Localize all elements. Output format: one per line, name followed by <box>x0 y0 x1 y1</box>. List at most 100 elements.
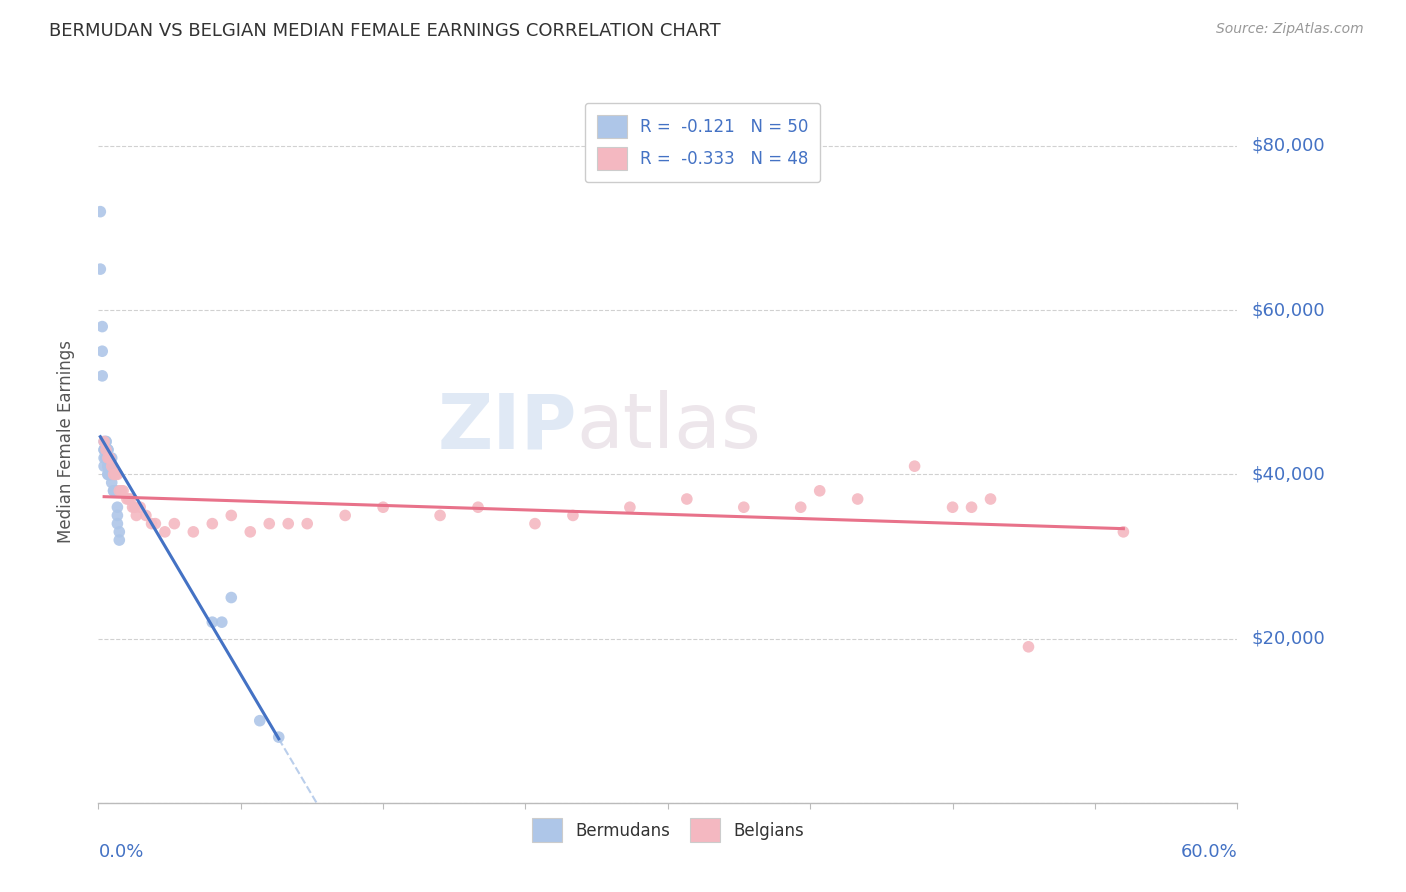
Text: Source: ZipAtlas.com: Source: ZipAtlas.com <box>1216 22 1364 37</box>
Text: $40,000: $40,000 <box>1251 466 1324 483</box>
Point <box>98 450 121 465</box>
Point <box>97 467 120 482</box>
Point <box>183 524 205 539</box>
Point <box>93 459 115 474</box>
Point <box>100 459 122 474</box>
Point <box>103 483 125 498</box>
Point <box>249 714 271 728</box>
Text: 0.0%: 0.0% <box>98 843 143 861</box>
Point <box>100 450 122 465</box>
Point <box>121 500 143 515</box>
Text: atlas: atlas <box>576 390 762 464</box>
Point <box>97 459 120 474</box>
Legend: Bermudans, Belgians: Bermudans, Belgians <box>524 812 811 848</box>
Point <box>94 442 117 457</box>
Point <box>201 615 224 630</box>
Point <box>297 516 319 531</box>
Point <box>107 500 129 515</box>
Point <box>108 524 131 539</box>
Point <box>267 730 290 744</box>
Point <box>124 500 146 515</box>
Point <box>112 483 135 498</box>
Point <box>733 500 755 515</box>
Point <box>97 450 120 465</box>
Point <box>221 508 243 523</box>
Text: $80,000: $80,000 <box>1251 137 1324 155</box>
Point <box>960 500 983 515</box>
Point <box>808 483 831 498</box>
Point <box>98 459 121 474</box>
Point <box>94 434 117 449</box>
Point <box>108 533 131 547</box>
Text: BERMUDAN VS BELGIAN MEDIAN FEMALE EARNINGS CORRELATION CHART: BERMUDAN VS BELGIAN MEDIAN FEMALE EARNIN… <box>49 22 721 40</box>
Point <box>135 508 157 523</box>
Point <box>107 516 129 531</box>
Point <box>91 368 114 383</box>
Point <box>108 483 131 498</box>
Point <box>97 450 120 465</box>
Point <box>201 516 224 531</box>
Point <box>141 516 163 531</box>
Point <box>524 516 547 531</box>
Point <box>100 467 122 482</box>
Point <box>153 524 176 539</box>
Point <box>239 524 262 539</box>
Point <box>98 467 121 482</box>
Point <box>129 500 152 515</box>
Point <box>94 442 117 457</box>
Point <box>97 442 120 457</box>
Point <box>429 508 451 523</box>
Point <box>93 442 115 457</box>
Point <box>93 434 115 449</box>
Point <box>97 450 120 465</box>
Point <box>163 516 186 531</box>
Point <box>94 434 117 449</box>
Point <box>259 516 281 531</box>
Point <box>91 344 114 359</box>
Point <box>211 615 233 630</box>
Point <box>467 500 489 515</box>
Point <box>103 467 125 482</box>
Point <box>100 475 122 490</box>
Point <box>104 467 127 482</box>
Point <box>93 434 115 449</box>
Point <box>91 319 114 334</box>
Point <box>89 262 111 277</box>
Point <box>103 483 125 498</box>
Point <box>277 516 299 531</box>
Point <box>104 483 127 498</box>
Point <box>94 442 117 457</box>
Point <box>1112 524 1135 539</box>
Text: $20,000: $20,000 <box>1251 630 1324 648</box>
Point <box>104 483 127 498</box>
Point <box>98 459 121 474</box>
Point <box>94 450 117 465</box>
Point <box>979 491 1001 506</box>
Point <box>107 467 129 482</box>
Point <box>1018 640 1040 654</box>
Point <box>115 491 138 506</box>
Point <box>942 500 965 515</box>
Point <box>676 491 699 506</box>
Point <box>221 591 243 605</box>
Point <box>125 508 148 523</box>
Point <box>562 508 585 523</box>
Point <box>94 450 117 465</box>
Point <box>120 491 142 506</box>
Point <box>118 491 141 506</box>
Point <box>335 508 357 523</box>
Point <box>93 450 115 465</box>
Point <box>790 500 813 515</box>
Point <box>145 516 167 531</box>
Point <box>94 442 117 457</box>
Text: $60,000: $60,000 <box>1251 301 1324 319</box>
Point <box>100 459 122 474</box>
Text: 60.0%: 60.0% <box>1181 843 1237 861</box>
Point <box>98 467 121 482</box>
Point <box>97 450 120 465</box>
Point <box>93 442 115 457</box>
Y-axis label: Median Female Earnings: Median Female Earnings <box>56 340 75 543</box>
Point <box>89 204 111 219</box>
Point <box>846 491 869 506</box>
Point <box>904 459 927 474</box>
